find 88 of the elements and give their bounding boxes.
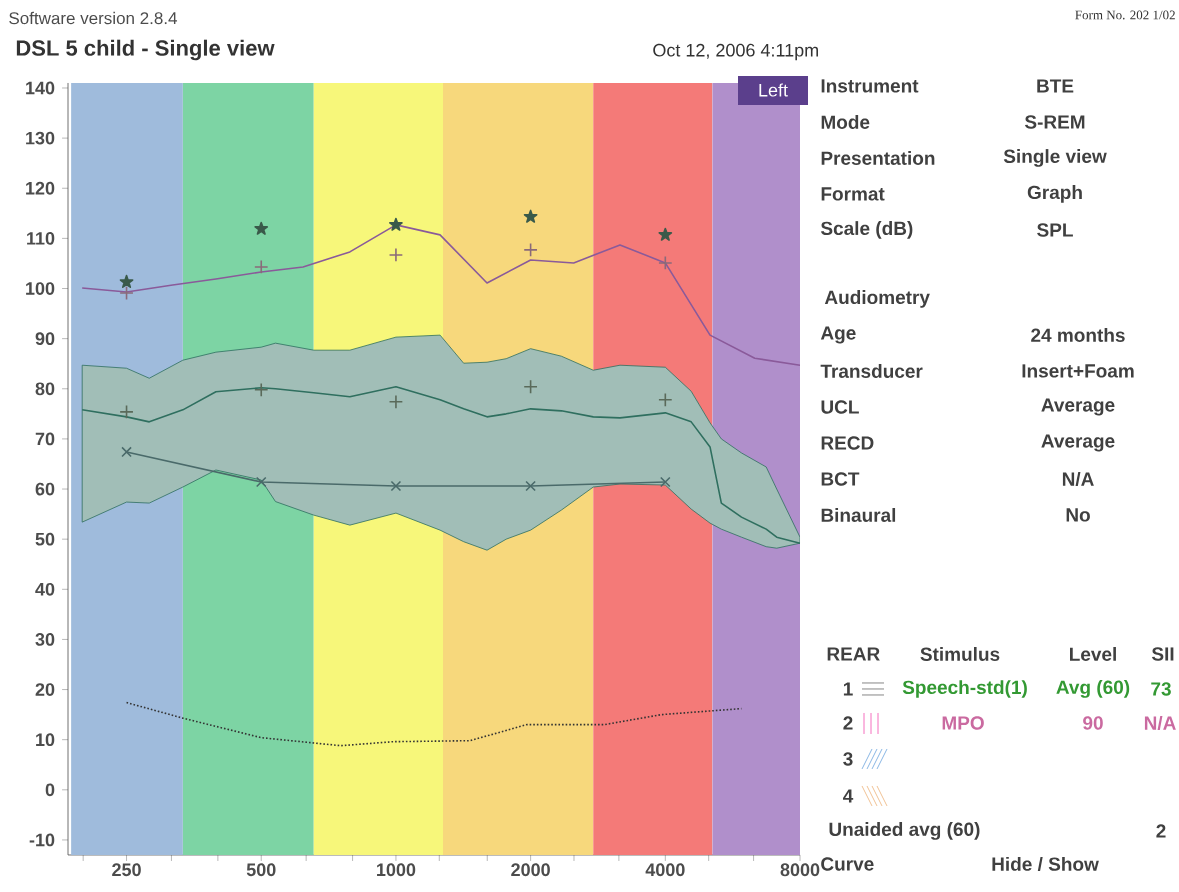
text: SPL: [1037, 223, 1073, 237]
text: MPO: [942, 716, 984, 730]
text: Format: [821, 187, 885, 201]
text: Hide / Show: [992, 856, 1099, 872]
y-tick-label: 140: [26, 81, 55, 95]
point: [388, 394, 404, 410]
text: Form No. 202 1/02: [1075, 10, 1175, 20]
text: Unaided avg (60): [829, 822, 980, 840]
text: 4: [843, 789, 854, 803]
point: [658, 227, 673, 241]
text: Age: [820, 326, 856, 344]
text: 1: [843, 682, 853, 696]
chart-title: DSL 5 child - Single view: [16, 39, 275, 61]
y-tick-label: 130: [26, 131, 55, 145]
text: 24 months: [1031, 328, 1125, 342]
point: [390, 480, 402, 492]
text: REAR: [827, 647, 880, 661]
x-tick-label: 500: [246, 863, 276, 877]
text: 90: [1083, 716, 1103, 730]
text: Curve: [821, 857, 874, 871]
y-tick-label: 30: [35, 633, 55, 646]
x-tick-label: 2000: [511, 863, 550, 877]
text: Stimulus: [920, 647, 1000, 661]
text: SII: [1151, 647, 1174, 661]
text: Speech-std(1): [902, 680, 1027, 698]
point: [525, 480, 536, 492]
text: Average: [1041, 434, 1115, 452]
point: [388, 247, 404, 263]
text: Level: [1070, 647, 1116, 661]
text: S-REM: [1024, 115, 1085, 129]
text: 73: [1151, 682, 1171, 696]
y-tick-label: 110: [27, 232, 55, 245]
text: UCL: [821, 400, 859, 414]
point: [119, 285, 134, 301]
text: Mode: [821, 115, 870, 129]
text: Instrument: [821, 79, 919, 93]
y-tick-label: 120: [26, 181, 55, 195]
point: [254, 221, 269, 235]
text: Oct 12, 2006 4:11pm: [653, 43, 818, 61]
y-tick-label: 90: [35, 332, 55, 346]
y-tick-label: 100: [26, 282, 55, 295]
text: Software version 2.8.4: [9, 11, 178, 25]
point: [658, 392, 673, 407]
y-tick-label: 10: [36, 733, 55, 747]
text: Scale (dB): [820, 221, 913, 239]
text: No: [1066, 508, 1090, 522]
y-tick-label: 70: [35, 432, 55, 446]
x-tick-label: 250: [112, 863, 141, 877]
text: Binaural: [821, 508, 896, 522]
point: [523, 209, 538, 223]
y-tick-label: 50: [35, 532, 55, 546]
text: BCT: [821, 472, 860, 486]
text: Presentation: [821, 151, 935, 165]
text: Avg (60): [1056, 680, 1130, 698]
text: Average: [1041, 398, 1115, 416]
point: [659, 476, 671, 488]
x-tick-label: 1000: [377, 863, 416, 877]
annotation: Left: [759, 83, 788, 97]
point: [119, 274, 134, 288]
point: [254, 382, 269, 397]
text: RECD: [821, 436, 874, 450]
text: 2: [843, 716, 853, 730]
point: [255, 476, 267, 488]
point: [119, 404, 134, 420]
text: N/A: [1144, 715, 1176, 731]
y-tick-label: -10: [29, 833, 55, 847]
text: Graph: [1027, 185, 1082, 203]
text: Audiometry: [824, 290, 930, 308]
y-tick-label: 60: [35, 482, 55, 496]
y-tick-label: 40: [35, 582, 55, 596]
text: Insert+Foam: [1022, 364, 1134, 378]
text: BTE: [1037, 79, 1074, 93]
point: [389, 217, 403, 231]
x-tick-label: 4000: [645, 863, 685, 877]
y-tick-label: 0: [45, 783, 55, 797]
text: Single view: [1003, 149, 1107, 167]
text: Transducer: [820, 364, 923, 378]
point: [254, 259, 269, 275]
point: [121, 446, 132, 458]
y-tick-label: 20: [35, 683, 55, 696]
point: [658, 255, 673, 271]
text: 3: [843, 752, 853, 766]
text: N/A: [1062, 471, 1094, 487]
point: [523, 242, 538, 258]
text: 2: [1156, 824, 1166, 838]
y-tick-label: 80: [35, 382, 55, 396]
point: [523, 379, 538, 394]
x-tick-label: 8000: [780, 863, 820, 877]
